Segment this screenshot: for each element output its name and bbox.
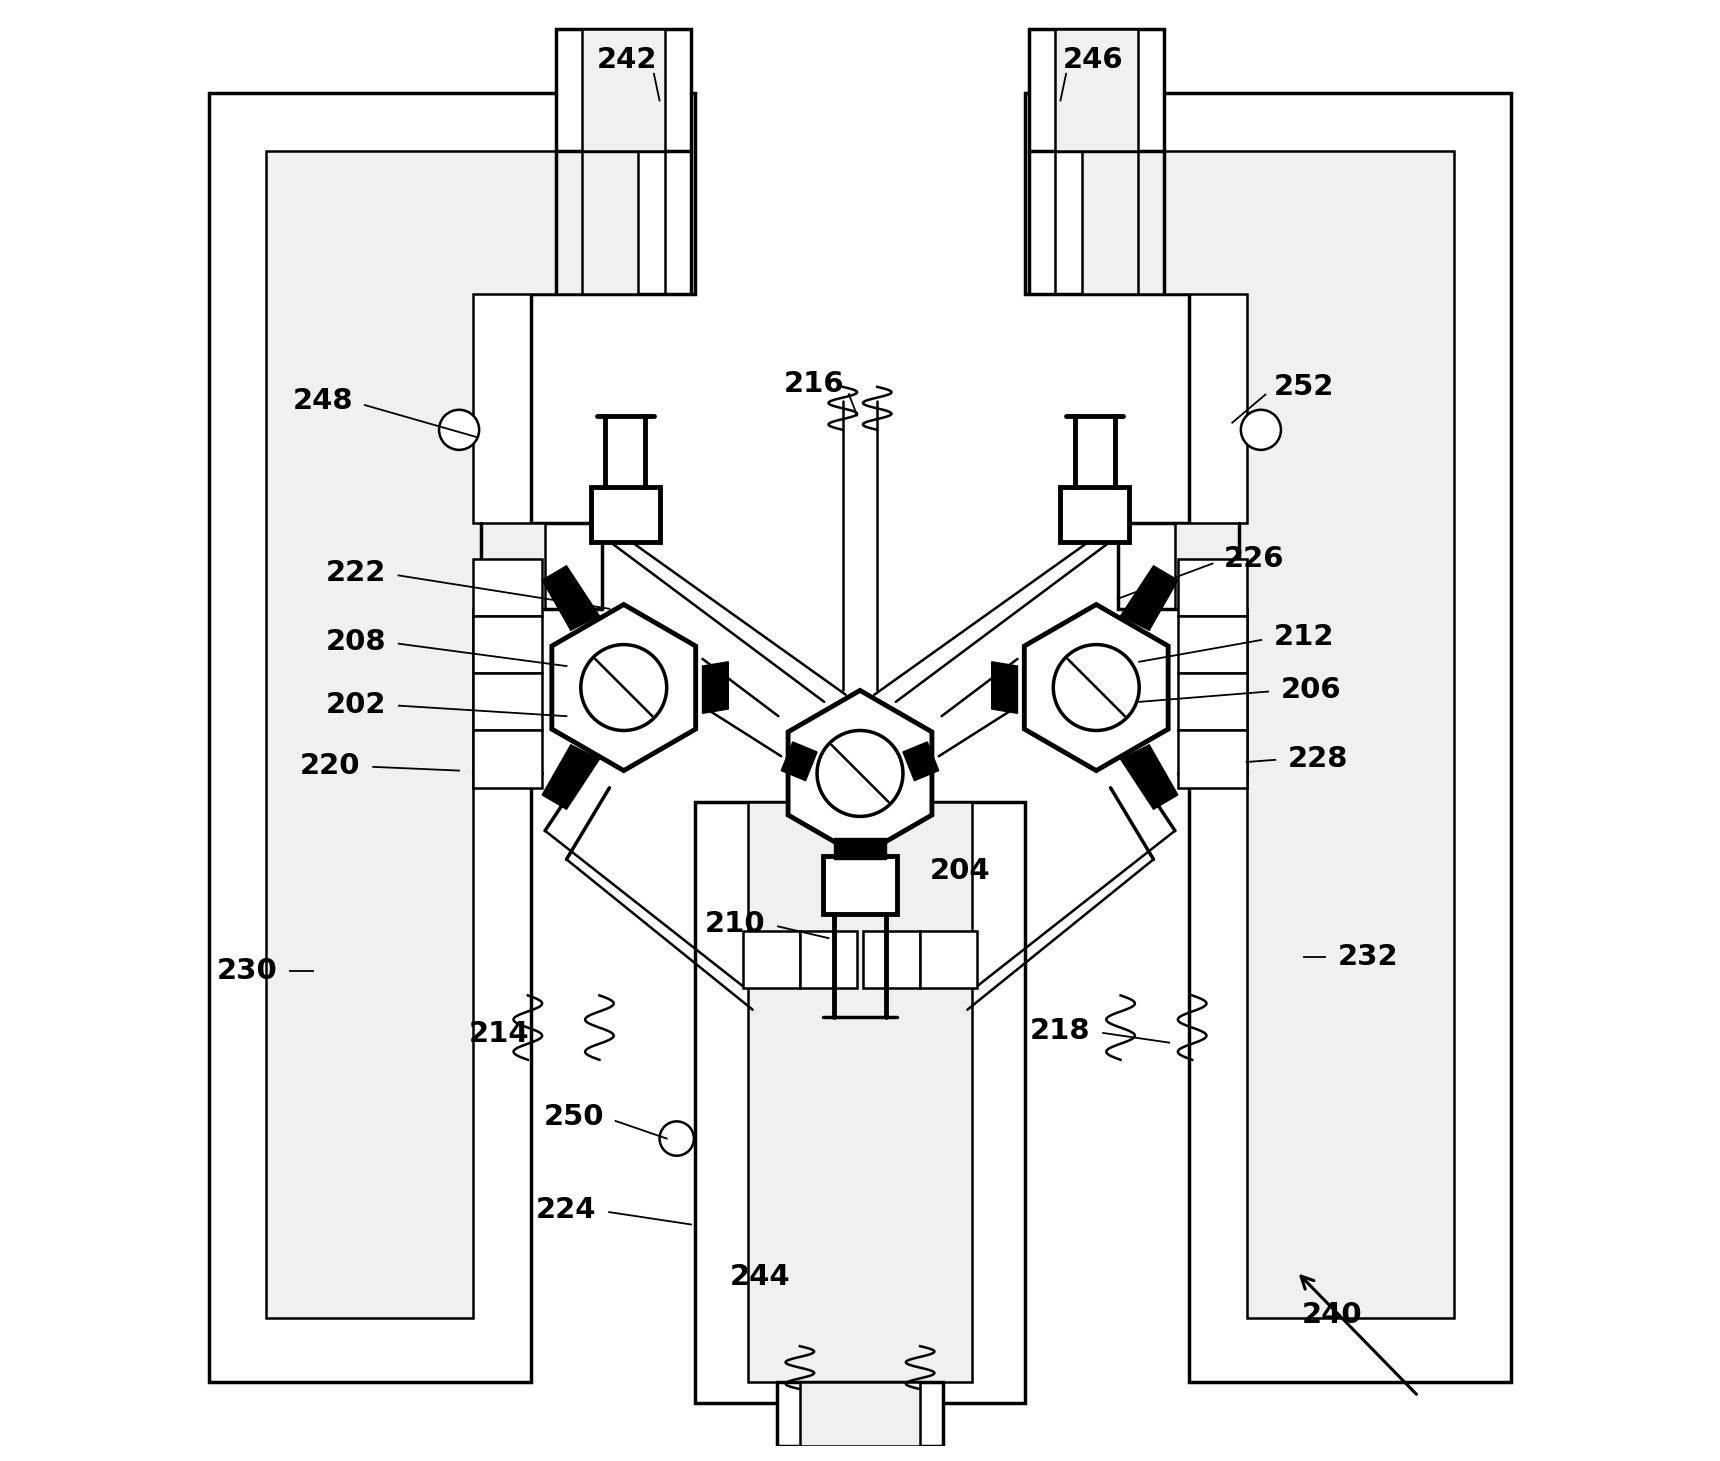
Polygon shape	[1025, 605, 1168, 770]
Polygon shape	[800, 931, 857, 988]
Polygon shape	[473, 674, 542, 730]
Polygon shape	[748, 802, 972, 1382]
Circle shape	[439, 409, 480, 450]
Text: 228: 228	[1288, 745, 1348, 773]
Polygon shape	[552, 605, 695, 770]
Polygon shape	[592, 487, 659, 542]
Polygon shape	[1178, 674, 1247, 730]
Polygon shape	[800, 1382, 920, 1446]
Polygon shape	[208, 94, 695, 1382]
Polygon shape	[788, 691, 932, 856]
Polygon shape	[992, 662, 1018, 713]
Circle shape	[581, 644, 667, 730]
Polygon shape	[903, 742, 939, 780]
Polygon shape	[702, 662, 728, 713]
Polygon shape	[1025, 94, 1512, 1382]
Text: 248: 248	[292, 387, 353, 415]
Polygon shape	[1029, 29, 1163, 150]
Text: 226: 226	[1223, 545, 1285, 573]
Polygon shape	[1121, 565, 1178, 630]
Text: 218: 218	[1030, 1017, 1090, 1045]
Text: 244: 244	[729, 1264, 789, 1292]
Polygon shape	[1121, 745, 1178, 809]
Text: 216: 216	[784, 370, 845, 397]
Text: 206: 206	[1281, 676, 1342, 704]
Text: 224: 224	[537, 1197, 597, 1224]
Polygon shape	[1178, 617, 1247, 674]
Text: 252: 252	[1275, 373, 1335, 400]
Polygon shape	[743, 931, 800, 988]
Polygon shape	[583, 29, 666, 150]
Polygon shape	[1082, 150, 1453, 1318]
Text: 232: 232	[1338, 942, 1398, 970]
Text: 240: 240	[1302, 1300, 1362, 1328]
Polygon shape	[695, 802, 1025, 1404]
Circle shape	[659, 1122, 693, 1156]
Text: 210: 210	[705, 910, 765, 938]
Circle shape	[1240, 409, 1281, 450]
Polygon shape	[920, 931, 977, 988]
Text: 222: 222	[325, 560, 387, 587]
Polygon shape	[1178, 558, 1247, 617]
Polygon shape	[473, 617, 542, 674]
Circle shape	[817, 730, 903, 817]
Polygon shape	[777, 1382, 943, 1446]
Circle shape	[1053, 644, 1139, 730]
Text: 246: 246	[1063, 47, 1123, 75]
Polygon shape	[822, 856, 898, 913]
Polygon shape	[473, 558, 542, 617]
Polygon shape	[542, 565, 599, 630]
Text: 212: 212	[1273, 624, 1335, 652]
Polygon shape	[1054, 29, 1137, 150]
Text: 242: 242	[597, 47, 657, 75]
Polygon shape	[473, 730, 542, 787]
Polygon shape	[863, 931, 920, 988]
Polygon shape	[834, 837, 886, 859]
Polygon shape	[557, 29, 691, 150]
Polygon shape	[267, 150, 638, 1318]
Text: 220: 220	[299, 752, 361, 780]
Polygon shape	[1178, 730, 1247, 787]
Text: 202: 202	[325, 691, 387, 719]
Polygon shape	[542, 745, 599, 809]
Text: 230: 230	[217, 957, 277, 985]
Polygon shape	[1061, 487, 1128, 542]
Text: 214: 214	[470, 1020, 530, 1048]
Text: 250: 250	[544, 1103, 604, 1131]
Text: 208: 208	[325, 628, 387, 656]
Polygon shape	[781, 742, 817, 780]
Text: 204: 204	[931, 856, 991, 885]
